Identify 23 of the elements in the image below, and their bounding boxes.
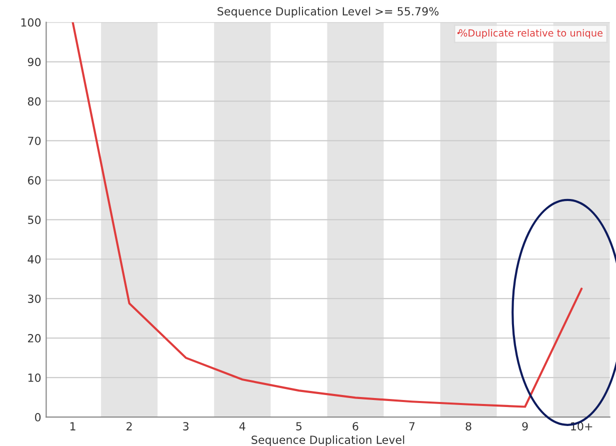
- y-tick-label: 70: [28, 136, 41, 146]
- x-tick-label: 3: [183, 422, 188, 430]
- y-tick-label: 0: [35, 412, 41, 422]
- y-tick-label: 80: [28, 97, 41, 106]
- y-tick-label: 10: [28, 374, 41, 382]
- x-tick-label: 9: [522, 422, 528, 430]
- legend-label: %Duplicate relative to unique: [458, 29, 603, 39]
- y-tick-label: 20: [28, 334, 41, 342]
- y-tick-label: 100: [21, 18, 41, 27]
- x-tick-label: 7: [409, 422, 415, 430]
- y-tick-label: 60: [28, 176, 41, 185]
- x-tick-label: 4: [239, 422, 246, 430]
- x-axis-title: Sequence Duplication Level: [252, 435, 404, 446]
- x-tick-label: 6: [352, 422, 358, 430]
- x-tick-label: 2: [126, 422, 132, 430]
- y-tick-label: 30: [28, 294, 41, 303]
- y-tick-label: 90: [28, 58, 41, 66]
- y-tick-label: 50: [28, 216, 41, 224]
- x-tick-label: 5: [296, 422, 302, 430]
- y-tick-label: 40: [28, 255, 41, 264]
- x-tick-label: 1: [70, 422, 76, 430]
- x-tick-label: 8: [466, 422, 472, 430]
- chart-title: Sequence Duplication Level >= 55.79%: [218, 6, 439, 18]
